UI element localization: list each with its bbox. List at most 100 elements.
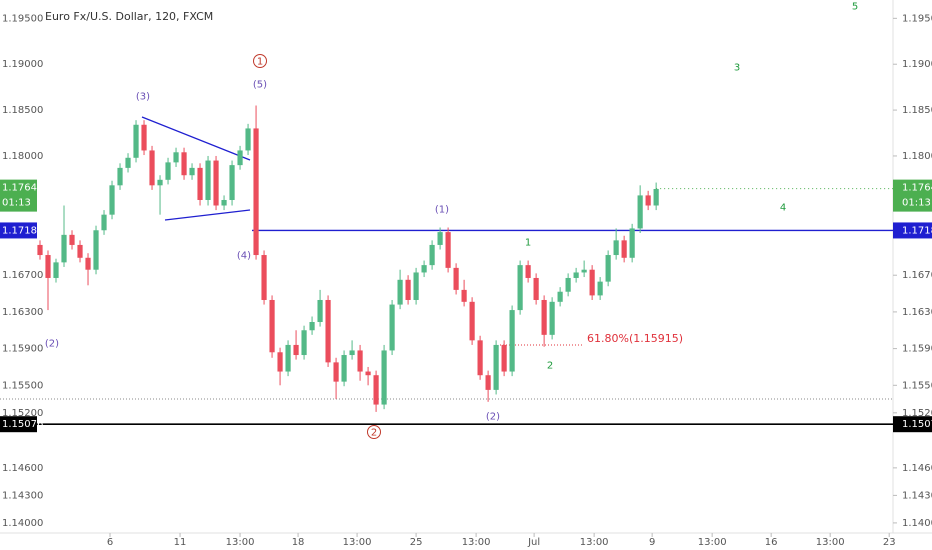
x-tick-label: 6 bbox=[107, 537, 113, 548]
x-tick-label: 18 bbox=[292, 537, 305, 548]
current-price-label: 1.17644 bbox=[2, 183, 43, 194]
candle-body bbox=[101, 214, 107, 231]
candle-body bbox=[341, 355, 347, 382]
candle-body bbox=[133, 124, 139, 158]
candle-body bbox=[117, 167, 123, 186]
candle-body bbox=[125, 157, 131, 168]
y-tick-label: 1.15500 bbox=[902, 380, 932, 391]
x-tick-label: Jul bbox=[527, 537, 540, 548]
candle-body bbox=[437, 232, 443, 245]
candle-body bbox=[285, 344, 291, 372]
y-tick-label: 1.15200 bbox=[902, 408, 932, 419]
candle-body bbox=[477, 340, 483, 376]
y-tick-label: 1.18500 bbox=[902, 105, 932, 116]
y-tick-label-left: 1.19000 bbox=[2, 59, 43, 70]
wave-label: (5) bbox=[253, 80, 267, 91]
candle-body bbox=[141, 124, 147, 151]
candle-body bbox=[629, 228, 635, 258]
candle-body bbox=[189, 167, 195, 176]
candle-body bbox=[373, 375, 379, 405]
candle-body bbox=[605, 255, 611, 282]
candle-body bbox=[309, 322, 315, 331]
candle-body bbox=[333, 362, 339, 382]
candle-body bbox=[69, 234, 75, 245]
y-tick-label-left: 1.15900 bbox=[2, 344, 43, 355]
candle-body bbox=[469, 301, 475, 341]
candle-body bbox=[613, 240, 619, 256]
x-tick-label: 13:00 bbox=[462, 537, 491, 548]
candle-body bbox=[221, 199, 227, 206]
candle-body bbox=[237, 150, 243, 166]
candle-body bbox=[205, 160, 211, 200]
wave-label: 1 bbox=[525, 238, 531, 249]
price-box bbox=[893, 416, 932, 433]
candle-body bbox=[541, 299, 547, 335]
x-tick-label: 13:00 bbox=[343, 537, 372, 548]
y-tick-label: 1.14000 bbox=[902, 518, 932, 529]
candle-body bbox=[461, 289, 467, 302]
wave-label: 2 bbox=[371, 428, 377, 439]
candle-body bbox=[597, 281, 603, 296]
y-tick-label: 1.14600 bbox=[902, 463, 932, 474]
wave-label: 1 bbox=[257, 57, 263, 68]
candle-body bbox=[429, 244, 435, 266]
x-tick-label: 25 bbox=[410, 537, 423, 548]
price-box-label: 1.17188 bbox=[2, 225, 43, 236]
candle-body bbox=[293, 344, 299, 356]
wave-label: 5 bbox=[852, 2, 858, 13]
candle-body bbox=[93, 230, 99, 270]
wave-circle bbox=[253, 54, 267, 68]
candle-body bbox=[213, 160, 219, 206]
candle-body bbox=[365, 371, 371, 376]
x-tick-label: 9 bbox=[649, 537, 655, 548]
candle-body bbox=[525, 265, 531, 278]
chart-title: Euro Fx/U.S. Dollar, 120, FXCM bbox=[45, 10, 213, 23]
candle-body bbox=[253, 128, 259, 256]
price-box-label: 1.15076 bbox=[902, 419, 932, 430]
price-box bbox=[0, 222, 37, 239]
candle-body bbox=[229, 165, 235, 200]
price-box bbox=[893, 222, 932, 239]
y-tick-label: 1.16700 bbox=[902, 270, 932, 281]
candle-body bbox=[485, 375, 491, 390]
candle-body bbox=[557, 291, 563, 302]
current-price-box bbox=[0, 179, 37, 212]
x-tick-label: 13:00 bbox=[226, 537, 255, 548]
wave-label: 4 bbox=[780, 203, 786, 214]
y-tick-label: 1.18000 bbox=[902, 151, 932, 162]
candle-body bbox=[493, 344, 499, 390]
candle-body bbox=[317, 299, 323, 323]
wave-label: 3 bbox=[734, 63, 740, 74]
candle-body bbox=[565, 277, 571, 292]
candle-body bbox=[581, 269, 587, 273]
x-tick-label: 23 bbox=[883, 537, 896, 548]
candle-body bbox=[381, 350, 387, 405]
price-box bbox=[0, 416, 37, 433]
candle-body bbox=[109, 185, 115, 215]
y-tick-label-left: 1.14600 bbox=[2, 463, 43, 474]
wave-label: (4) bbox=[237, 251, 251, 262]
y-tick-label-left: 1.15200 bbox=[2, 408, 43, 419]
x-tick-label: 13:00 bbox=[698, 537, 727, 548]
candle-body bbox=[245, 128, 251, 151]
candle-body bbox=[621, 240, 627, 258]
candle-body bbox=[549, 301, 555, 335]
triangle-upper bbox=[141, 116, 251, 161]
y-tick-label-left: 1.19500 bbox=[2, 13, 43, 24]
current-price-label: 1.17644 bbox=[902, 183, 932, 194]
y-tick-label-left: 1.15500 bbox=[2, 380, 43, 391]
candle-body bbox=[261, 255, 267, 300]
candle-body bbox=[453, 267, 459, 290]
wave-label: (2) bbox=[486, 412, 500, 423]
countdown: 01:13 bbox=[2, 198, 31, 209]
candle-body bbox=[517, 265, 523, 311]
candle-body bbox=[181, 152, 187, 176]
y-tick-label: 1.14300 bbox=[902, 490, 932, 501]
x-tick-label: 13:00 bbox=[580, 537, 609, 548]
candle-body bbox=[645, 195, 651, 206]
price-box-label: 1.15076 bbox=[2, 419, 43, 430]
candle-body bbox=[301, 330, 307, 356]
candle-body bbox=[173, 152, 179, 163]
candle-body bbox=[389, 304, 395, 351]
